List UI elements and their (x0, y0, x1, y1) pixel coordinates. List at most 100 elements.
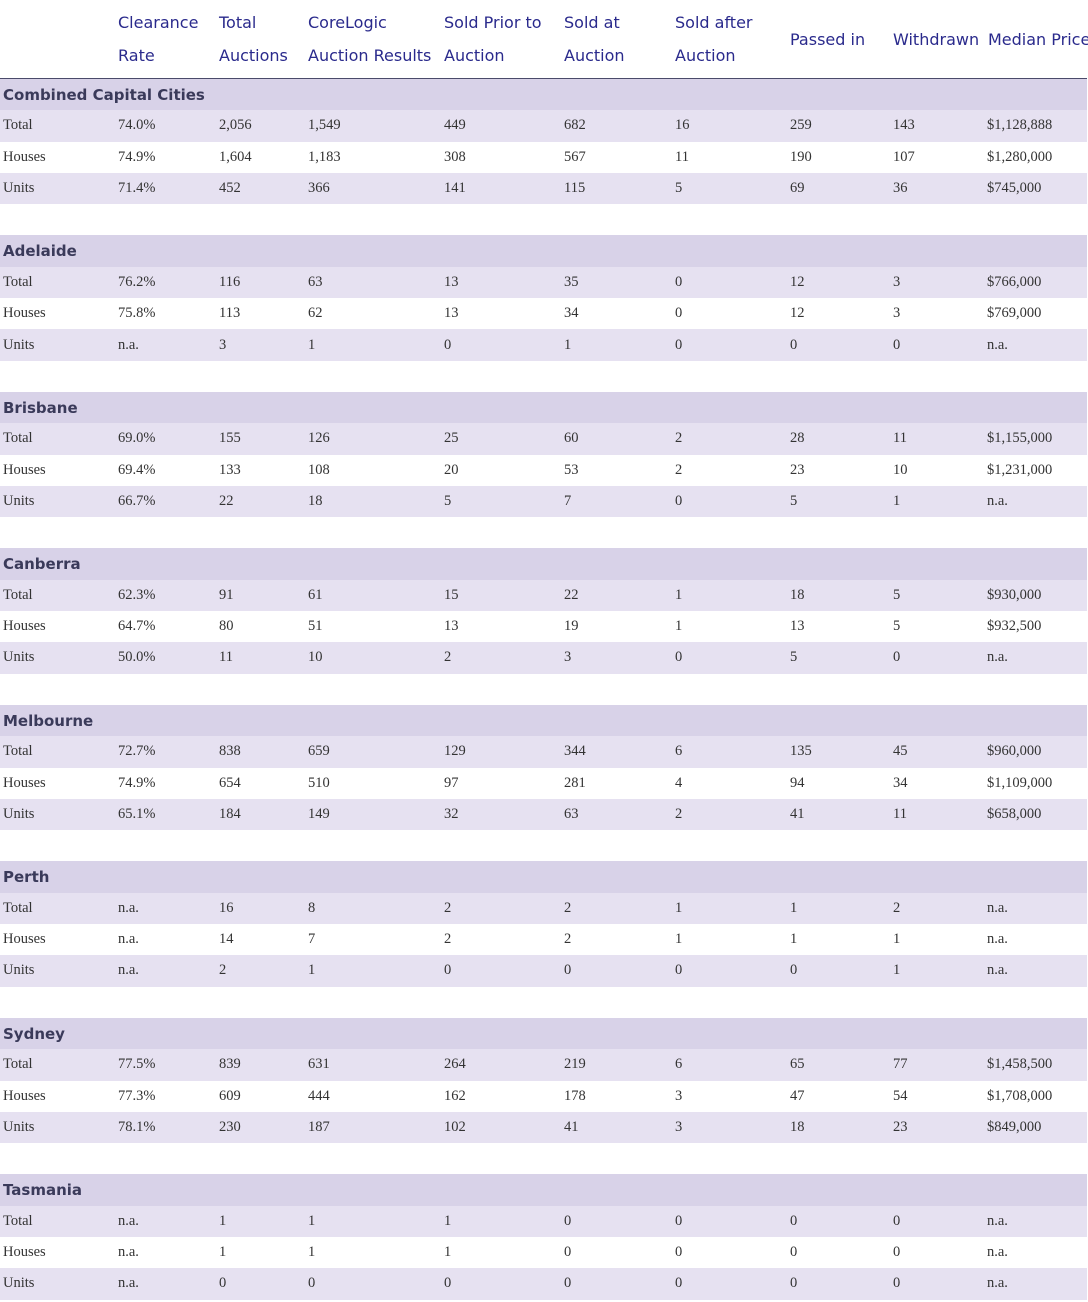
table-cell: 0 (564, 1244, 572, 1261)
table-row: Total 62.3% 91 61 15 22 1 18 5 $930,000 (0, 579, 1087, 612)
table-cell: 0 (893, 1212, 901, 1229)
table-cell: 36 (893, 180, 908, 197)
table-cell: 63 (564, 805, 579, 822)
table-cell: 7 (564, 493, 572, 509)
table-cell: 60 (564, 430, 579, 447)
table-cell: 22 (219, 493, 234, 509)
table-cell: n.a. (118, 1244, 139, 1261)
column-header: Sold Prior to Auction (444, 0, 542, 78)
table-cell: 47 (790, 1087, 805, 1104)
table-cell: 259 (790, 117, 812, 134)
table-cell: 1 (893, 931, 901, 948)
table-cell: 3 (219, 336, 227, 353)
column-header: Total Auctions (219, 0, 288, 78)
table-cell: 25 (444, 430, 459, 447)
table-cell: $1,458,500 (987, 1056, 1053, 1073)
table-cell: 80 (219, 618, 234, 635)
table-row: Houses 74.9% 654 510 97 281 4 94 34 $1,109,000 (0, 767, 1087, 799)
table-cell: 0 (675, 493, 683, 509)
table-cell: 0 (790, 962, 798, 979)
table-cell: 1,604 (219, 148, 252, 165)
table-cell: 11 (893, 805, 907, 822)
table-cell: n.a. (987, 1275, 1008, 1292)
table-cell: 14 (219, 931, 234, 948)
table-body: Combined Capital Cities Total 74.0% 2,056 1,… (0, 79, 1087, 1300)
table-cell: 0 (675, 649, 683, 666)
row-label: Total (3, 1212, 33, 1229)
section-spacer (0, 361, 1087, 392)
table-cell: 1 (564, 336, 572, 353)
table-cell: 2 (675, 461, 683, 478)
table-cell: 0 (675, 1244, 683, 1261)
table-cell: n.a. (118, 1275, 139, 1292)
table-row: Total 77.5% 839 631 264 219 6 65 77 $1,458,500 (0, 1049, 1087, 1081)
table-cell: n.a. (118, 336, 139, 353)
table-cell: $1,708,000 (987, 1087, 1053, 1104)
table-cell: $1,155,000 (987, 430, 1053, 447)
table-cell: 184 (219, 805, 241, 822)
table-cell: 344 (564, 743, 586, 760)
table-cell: $745,000 (987, 180, 1042, 197)
row-label: Houses (3, 774, 46, 791)
table-cell: 1 (308, 336, 316, 353)
table-cell: 45 (893, 743, 908, 760)
table-cell: 65 (790, 1056, 805, 1073)
column-header: Sold at Auction (564, 0, 625, 78)
table-cell: $1,231,000 (987, 461, 1053, 478)
table-cell: 61 (308, 586, 323, 603)
table-cell: 28 (790, 430, 805, 447)
table-cell: 155 (219, 430, 241, 447)
table-cell: 116 (219, 273, 241, 290)
column-header-line2: Auctions (219, 46, 288, 65)
table-cell: 0 (790, 1212, 798, 1229)
table-cell: 0 (219, 1275, 227, 1292)
table-cell: 72.7% (118, 743, 156, 760)
table-cell: 102 (444, 1118, 466, 1135)
table-cell: 567 (564, 148, 586, 165)
table-cell: 838 (219, 743, 241, 760)
table-row: Units n.a. 0 0 0 0 0 0 0 n.a. (0, 1268, 1087, 1300)
table-cell: 609 (219, 1087, 241, 1104)
table-cell: 16 (219, 899, 234, 916)
table-cell: n.a. (118, 899, 139, 916)
table-cell: 97 (444, 774, 459, 791)
table-row: Units 66.7% 22 18 5 7 0 5 1 n.a. (0, 485, 1087, 518)
row-label: Units (3, 180, 35, 197)
table-cell: 0 (444, 336, 452, 353)
table-cell: 143 (893, 117, 915, 134)
column-header: CoreLogic Auction Results (308, 0, 431, 78)
row-label: Total (3, 273, 33, 290)
table-row: Units 78.1% 230 187 102 41 3 18 23 $849,000 (0, 1111, 1087, 1144)
table-row: Units n.a. 2 1 0 0 0 0 1 n.a. (0, 955, 1087, 987)
table-cell: 149 (308, 805, 330, 822)
table-cell: n.a. (987, 336, 1008, 353)
table-cell: 10 (893, 461, 908, 478)
table-cell: 1 (444, 1212, 452, 1229)
table-cell: 2 (675, 430, 683, 447)
table-cell: 659 (308, 743, 330, 760)
table-cell: 4 (675, 774, 683, 791)
table-cell: 1 (219, 1212, 227, 1229)
table-row: Houses n.a. 1 1 1 0 0 0 0 n.a. (0, 1236, 1087, 1269)
section-spacer (0, 830, 1087, 861)
table-cell: 74.0% (118, 117, 156, 134)
section-spacer (0, 674, 1087, 705)
table-cell: 3 (893, 305, 901, 322)
table-cell: 71.4% (118, 180, 156, 197)
table-cell: $960,000 (987, 743, 1042, 760)
table-cell: 0 (675, 962, 683, 979)
table-cell: 6 (675, 1056, 683, 1073)
table-cell: 2 (564, 899, 572, 916)
table-cell: 66.7% (118, 493, 156, 509)
table-cell: 77.5% (118, 1056, 156, 1073)
table-cell: 5 (790, 493, 798, 509)
table-header: Clearance Rate Total Auctions CoreLogic Aucti… (0, 0, 1088, 79)
table-cell: 13 (444, 305, 459, 322)
column-header-line1: Sold Prior to (444, 13, 542, 32)
table-cell: 74.9% (118, 774, 156, 791)
table-cell: 1 (308, 1212, 316, 1229)
row-label: Total (3, 899, 33, 916)
table-cell: 53 (564, 461, 579, 478)
table-cell: 308 (444, 148, 466, 165)
table-cell: 0 (790, 336, 798, 353)
